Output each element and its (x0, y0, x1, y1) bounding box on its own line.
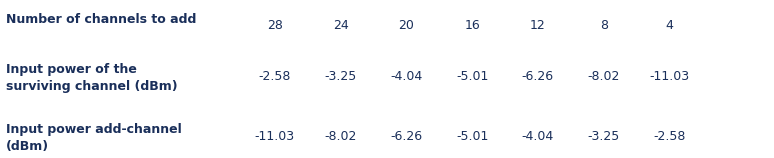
Text: -4.04: -4.04 (522, 130, 554, 143)
Text: -3.25: -3.25 (324, 70, 357, 82)
Text: Number of channels to add: Number of channels to add (6, 13, 197, 26)
Text: -5.01: -5.01 (456, 130, 488, 143)
Text: 24: 24 (333, 19, 348, 32)
Text: -8.02: -8.02 (587, 70, 620, 82)
Text: -4.04: -4.04 (390, 70, 423, 82)
Text: -6.26: -6.26 (390, 130, 423, 143)
Text: -2.58: -2.58 (259, 70, 291, 82)
Text: 12: 12 (530, 19, 546, 32)
Text: -3.25: -3.25 (587, 130, 620, 143)
Text: -8.02: -8.02 (324, 130, 357, 143)
Text: 16: 16 (464, 19, 480, 32)
Text: -2.58: -2.58 (653, 130, 686, 143)
Text: 28: 28 (267, 19, 283, 32)
Text: -11.03: -11.03 (255, 130, 295, 143)
Text: 4: 4 (666, 19, 673, 32)
Text: -6.26: -6.26 (522, 70, 554, 82)
Text: Input power of the
surviving channel (dBm): Input power of the surviving channel (dB… (6, 63, 178, 93)
Text: -5.01: -5.01 (456, 70, 488, 82)
Text: Input power add-channel
(dBm): Input power add-channel (dBm) (6, 123, 182, 153)
Text: 20: 20 (399, 19, 414, 32)
Text: -11.03: -11.03 (649, 70, 690, 82)
Text: 8: 8 (600, 19, 608, 32)
